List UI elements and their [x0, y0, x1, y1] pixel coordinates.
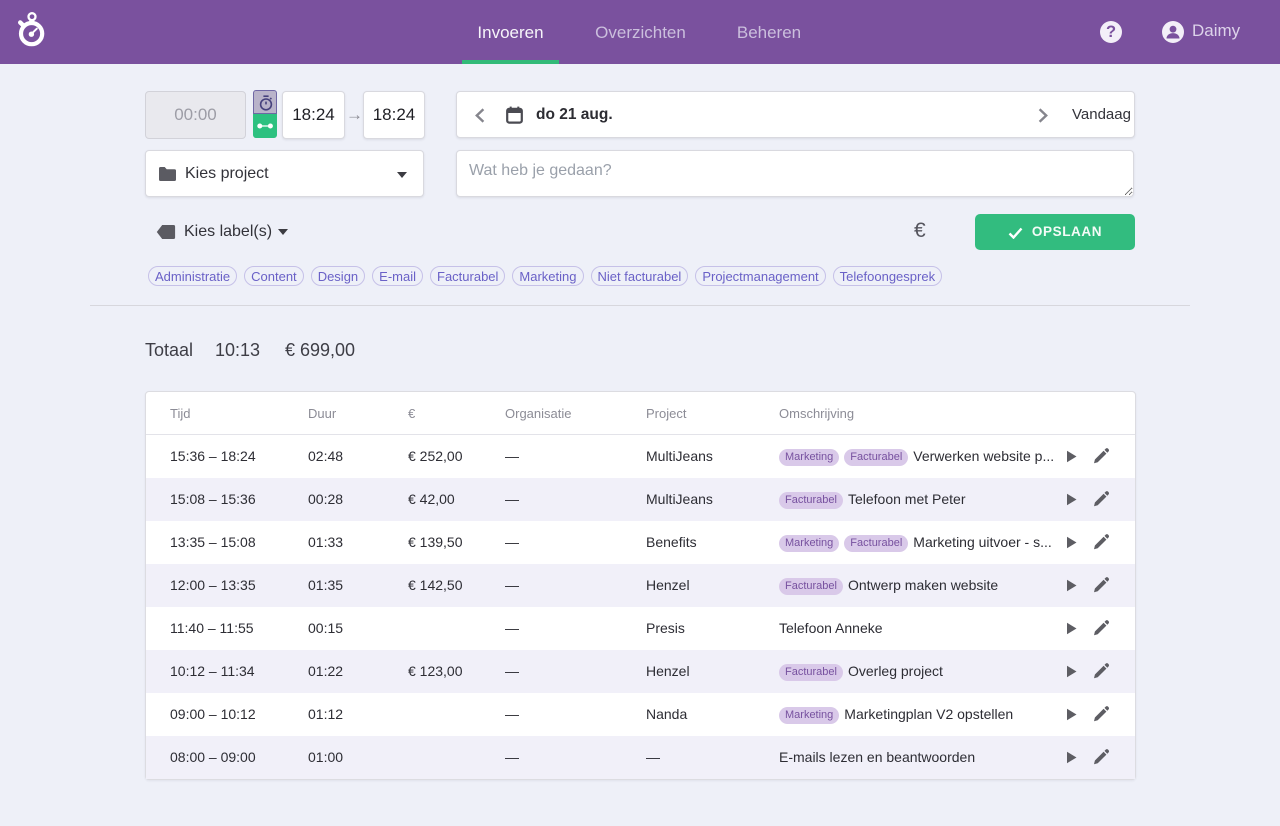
svg-text:?: ? — [1106, 23, 1116, 41]
